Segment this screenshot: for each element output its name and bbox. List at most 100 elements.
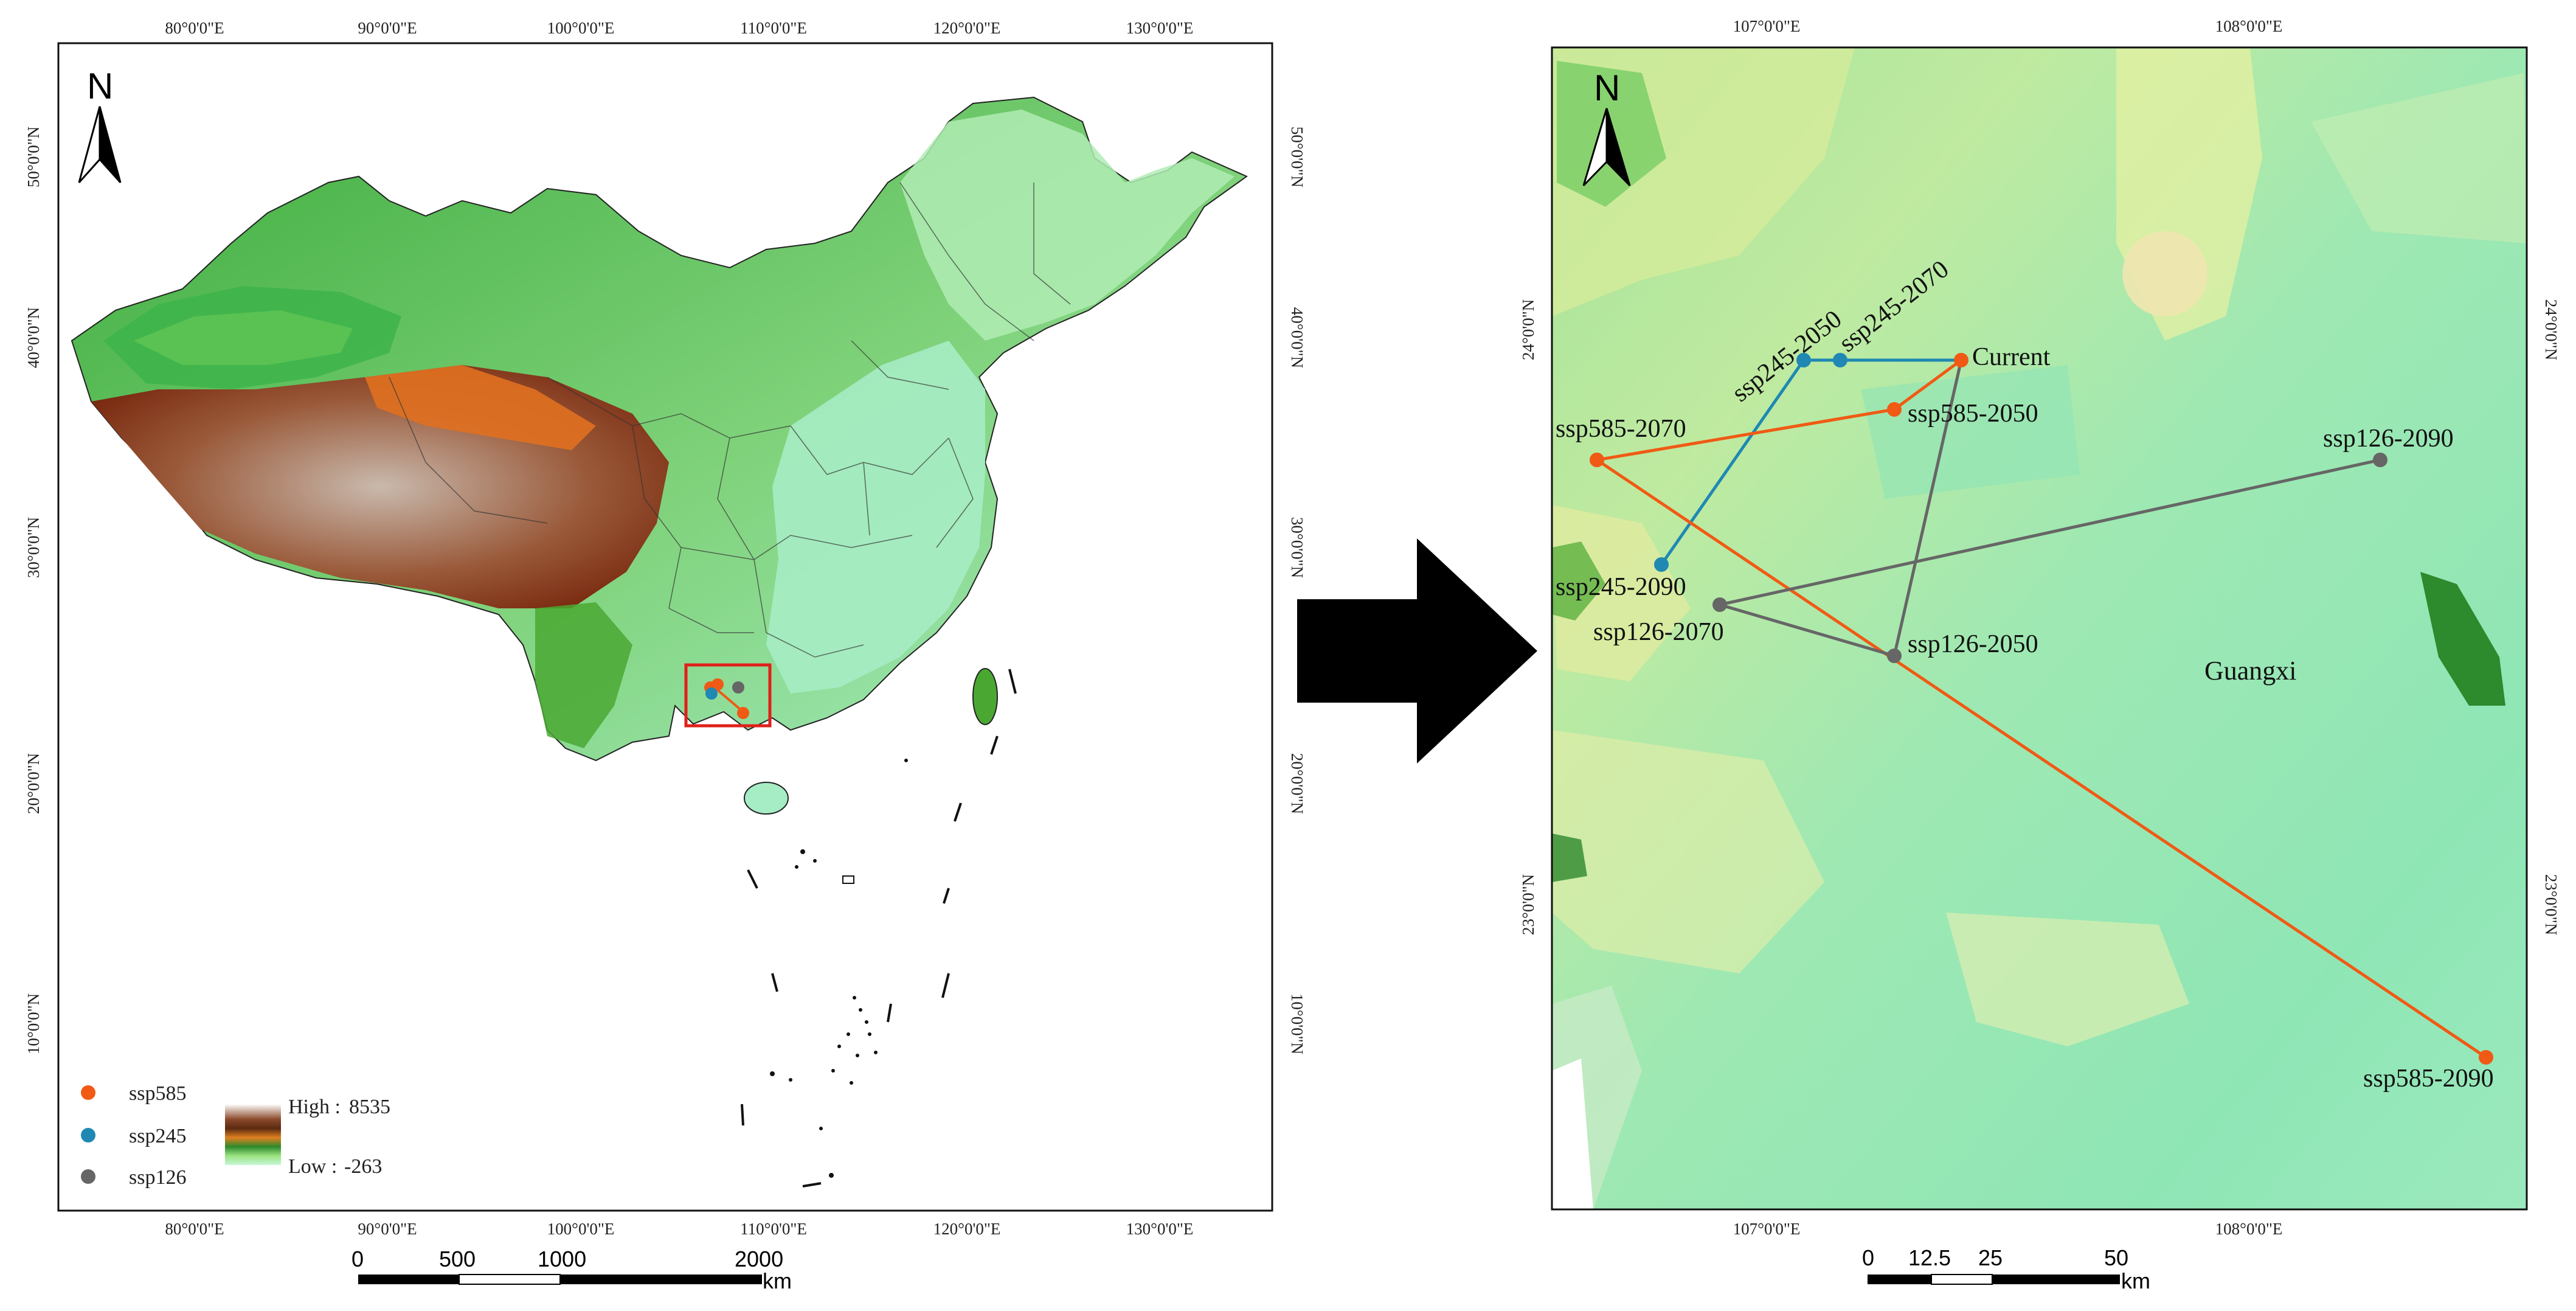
legend-high-value: 8535 bbox=[349, 1096, 390, 1118]
left-map: N ssp585 ssp245 ssp126 High : 8535 Low :… bbox=[24, 19, 1306, 1293]
svg-text:12.5: 12.5 bbox=[1908, 1245, 1951, 1270]
label-current: Current bbox=[1972, 343, 2051, 371]
right-scale-bar: 0 12.5 25 50 km bbox=[1862, 1245, 2150, 1293]
svg-text:20°0'0"N: 20°0'0"N bbox=[1288, 753, 1306, 814]
svg-text:30°0'0"N: 30°0'0"N bbox=[24, 517, 43, 578]
region-label-guangxi: Guangxi bbox=[2204, 656, 2297, 686]
svg-text:10°0'0"N: 10°0'0"N bbox=[24, 993, 43, 1054]
left-left-ticks: 50°0'0"N 40°0'0"N 30°0'0"N 20°0'0"N 10°0… bbox=[24, 127, 43, 1054]
svg-text:24°0'0"N: 24°0'0"N bbox=[1519, 299, 1537, 360]
elevation-color-ramp bbox=[225, 1104, 281, 1165]
label-ssp126-2090: ssp126-2090 bbox=[2323, 425, 2454, 453]
svg-text:50°0'0"N: 50°0'0"N bbox=[1288, 127, 1306, 187]
left-scale-bar: 0 500 1000 2000 km bbox=[351, 1247, 792, 1293]
svg-text:10°0'0"N: 10°0'0"N bbox=[1288, 993, 1306, 1054]
left-right-ticks: 50°0'0"N 40°0'0"N 30°0'0"N 20°0'0"N 10°0… bbox=[1288, 127, 1306, 1054]
right-map-frame bbox=[1551, 46, 2528, 1211]
svg-text:25: 25 bbox=[1978, 1245, 2003, 1270]
svg-text:130°0'0"E: 130°0'0"E bbox=[1126, 1220, 1194, 1238]
yunnan-lowland bbox=[535, 602, 632, 748]
svg-text:108°0'0"E: 108°0'0"E bbox=[2215, 1220, 2283, 1238]
label-ssp126-2050: ssp126-2050 bbox=[1908, 630, 2038, 658]
point-ssp585-2070 bbox=[1590, 453, 1604, 467]
legend-swatch-ssp245 bbox=[81, 1128, 95, 1142]
ssp245-trajectory bbox=[1660, 358, 1961, 566]
right-left-ticks: 24°0'0"N 23°0'0"N bbox=[1519, 299, 1537, 935]
point-ssp585-2050 bbox=[1887, 402, 1902, 417]
left-north-arrow: N bbox=[78, 66, 122, 184]
svg-text:108°0'0"E: 108°0'0"E bbox=[2215, 17, 2283, 35]
label-ssp245-2090: ssp245-2090 bbox=[1556, 573, 1686, 601]
svg-text:50: 50 bbox=[2104, 1245, 2128, 1270]
svg-text:120°0'0"E: 120°0'0"E bbox=[933, 1220, 1001, 1238]
svg-text:40°0'0"N: 40°0'0"N bbox=[24, 307, 43, 368]
right-north-label: N bbox=[1594, 68, 1620, 108]
trajectory-points bbox=[1590, 353, 2493, 1065]
taiwan-island bbox=[972, 668, 998, 725]
point-ssp126-2070 bbox=[1712, 597, 1727, 612]
svg-text:107°0'0"E: 107°0'0"E bbox=[1733, 17, 1801, 35]
svg-text:0: 0 bbox=[351, 1247, 364, 1271]
svg-text:100°0'0"E: 100°0'0"E bbox=[547, 1220, 615, 1238]
legend-label-ssp126: ssp126 bbox=[129, 1166, 186, 1189]
svg-text:110°0'0"E: 110°0'0"E bbox=[740, 19, 807, 37]
south-china-sea-islands bbox=[770, 759, 908, 1178]
svg-text:107°0'0"E: 107°0'0"E bbox=[1733, 1220, 1801, 1238]
legend-label-ssp585: ssp585 bbox=[129, 1082, 186, 1105]
ssp585-trajectory bbox=[1593, 358, 2487, 1059]
right-north-arrow: N bbox=[1582, 68, 1631, 187]
svg-text:90°0'0"E: 90°0'0"E bbox=[358, 1220, 417, 1238]
east-china-plain bbox=[766, 341, 985, 694]
svg-text:30°0'0"N: 30°0'0"N bbox=[1288, 517, 1306, 578]
svg-text:20°0'0"N: 20°0'0"N bbox=[24, 753, 43, 814]
legend-low-value: -263 bbox=[344, 1155, 382, 1178]
svg-text:km: km bbox=[2121, 1268, 2150, 1293]
svg-text:0: 0 bbox=[1862, 1245, 1874, 1270]
point-ssp245-2090 bbox=[1654, 557, 1669, 572]
svg-text:130°0'0"E: 130°0'0"E bbox=[1126, 19, 1194, 37]
legend-swatch-ssp126 bbox=[81, 1169, 95, 1184]
point-ssp585-2090 bbox=[2479, 1050, 2493, 1065]
svg-text:120°0'0"E: 120°0'0"E bbox=[933, 19, 1001, 37]
legend-low-label: Low : bbox=[288, 1155, 337, 1178]
svg-text:1000: 1000 bbox=[538, 1247, 586, 1271]
label-ssp585-2070: ssp585-2070 bbox=[1556, 415, 1686, 443]
left-centroid-points bbox=[704, 678, 749, 719]
svg-text:km: km bbox=[763, 1268, 792, 1293]
study-area-box bbox=[684, 663, 772, 728]
left-north-label: N bbox=[87, 66, 113, 106]
province-boundaries bbox=[389, 182, 1071, 658]
northeast-china-plain bbox=[900, 110, 1234, 341]
legend-label-ssp245: ssp245 bbox=[129, 1125, 186, 1147]
ssp126-trajectory bbox=[1719, 360, 2381, 658]
svg-text:80°0'0"E: 80°0'0"E bbox=[165, 1220, 224, 1238]
svg-text:90°0'0"E: 90°0'0"E bbox=[358, 19, 417, 37]
svg-text:40°0'0"N: 40°0'0"N bbox=[1288, 307, 1306, 368]
svg-text:50°0'0"N: 50°0'0"N bbox=[24, 127, 43, 187]
transition-arrow bbox=[1297, 538, 1537, 763]
south-china-sea-boundary bbox=[741, 669, 1017, 1188]
svg-text:24°0'0"N: 24°0'0"N bbox=[2542, 299, 2560, 360]
right-map: Current ssp245-2050 ssp245-2070 ssp245-2… bbox=[1519, 17, 2560, 1293]
point-ssp126-2050 bbox=[1887, 649, 1902, 663]
svg-text:100°0'0"E: 100°0'0"E bbox=[547, 19, 615, 37]
left-bottom-ticks: 80°0'0"E 90°0'0"E 100°0'0"E 110°0'0"E 12… bbox=[165, 1220, 1193, 1238]
svg-text:23°0'0"N: 23°0'0"N bbox=[1519, 874, 1537, 935]
legend-high-label: High : bbox=[288, 1096, 341, 1118]
right-top-ticks: 107°0'0"E 108°0'0"E bbox=[1733, 17, 2283, 35]
svg-text:80°0'0"E: 80°0'0"E bbox=[165, 19, 224, 37]
point-ssp126-2090 bbox=[2373, 453, 2387, 467]
svg-text:23°0'0"N: 23°0'0"N bbox=[2542, 874, 2560, 935]
right-terrain-texture bbox=[1552, 47, 2527, 1209]
label-ssp126-2070: ssp126-2070 bbox=[1593, 618, 1724, 646]
label-ssp585-2050: ssp585-2050 bbox=[1908, 400, 2038, 428]
left-legend: ssp585 ssp245 ssp126 High : 8535 Low : -… bbox=[81, 1082, 390, 1189]
label-ssp585-2090: ssp585-2090 bbox=[2363, 1065, 2494, 1093]
hainan-island bbox=[744, 782, 789, 815]
point-current bbox=[1954, 353, 1968, 367]
right-bottom-ticks: 107°0'0"E 108°0'0"E bbox=[1733, 1220, 2283, 1238]
right-right-ticks: 24°0'0"N 23°0'0"N bbox=[2542, 299, 2560, 935]
point-ssp245-2070 bbox=[1833, 353, 1847, 367]
left-top-ticks: 80°0'0"E 90°0'0"E 100°0'0"E 110°0'0"E 12… bbox=[165, 19, 1193, 37]
qaidam-basin bbox=[365, 365, 596, 450]
